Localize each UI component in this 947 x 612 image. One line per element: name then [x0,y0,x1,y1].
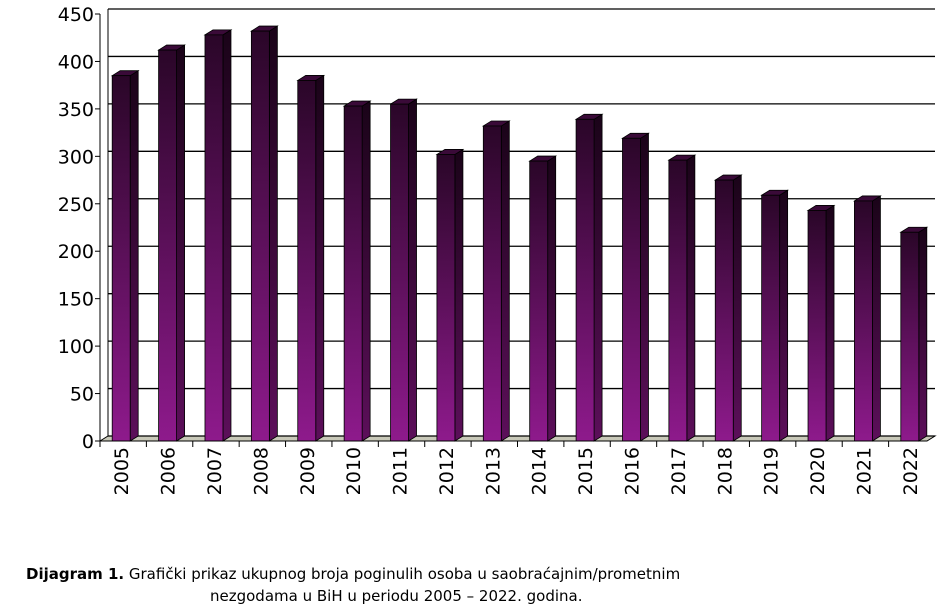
bar-side [222,29,232,442]
bar [204,34,224,442]
bar [807,210,827,442]
y-tick-label: 150 [58,289,94,311]
bar-side [547,155,557,442]
x-tick-label: 2009 [297,447,319,495]
bar [250,30,270,442]
bar-side [918,226,928,442]
bar [622,137,641,442]
y-tick-label: 0 [82,431,94,453]
bar [297,80,317,442]
bar [436,154,456,442]
bar [668,159,688,442]
x-tick-label: 2022 [900,447,922,495]
x-tick-label: 2010 [343,447,365,495]
bar-side [640,132,649,442]
bar [900,231,920,442]
x-tick-label: 2016 [621,447,643,495]
bar-side [129,69,139,442]
bar-side [176,44,185,442]
x-tick-label: 2018 [714,447,736,495]
x-tick-label: 2017 [668,447,690,495]
bar [854,200,873,442]
bar-side [779,189,789,442]
bar [575,118,595,442]
y-tick-label: 400 [58,51,94,73]
bar [111,75,131,442]
bar-side [593,113,603,442]
bar-side [686,154,696,442]
bar [343,105,363,442]
bar [482,125,502,442]
x-tick-label: 2012 [436,447,458,495]
bar [158,49,177,442]
bar-side [315,74,325,442]
y-tick-label: 50 [70,384,94,406]
bar-side [408,98,417,442]
bar-side [500,120,510,442]
y-tick-label: 450 [58,4,94,26]
bar-side [268,25,278,442]
x-tick-label: 2011 [390,447,412,495]
y-tick-label: 100 [58,336,94,358]
y-tick-label: 300 [58,146,94,168]
caption-line: nezgodama u BiH u periodu 2005 – 2022. g… [210,587,582,605]
x-tick-label: 2020 [807,447,829,495]
x-tick-label: 2007 [204,447,226,495]
caption-label: Dijagram 1. [26,565,124,583]
x-tick-label: 2006 [158,447,180,495]
bar [761,194,781,442]
bar-side [872,195,881,442]
caption-text: Grafički prikaz ukupnog broja poginulih … [129,565,680,583]
bar [390,103,409,442]
x-tick-label: 2021 [853,447,875,495]
bar-side [361,100,371,442]
x-tick-label: 2005 [111,447,133,495]
x-tick-label: 2013 [482,447,504,495]
y-tick-label: 200 [58,241,94,263]
x-tick-label: 2019 [761,447,783,495]
x-tick-label: 2015 [575,447,597,495]
bar [714,179,734,442]
x-tick-label: 2008 [250,447,272,495]
bar [529,160,549,442]
bar-side [732,174,742,442]
x-tick-label: 2014 [529,447,551,495]
caption-line: Dijagram 1. Grafički prikaz ukupnog broj… [26,565,680,583]
y-tick-label: 250 [58,194,94,216]
bar-side [825,204,835,442]
bar-side [454,148,464,442]
y-tick-label: 350 [58,99,94,121]
